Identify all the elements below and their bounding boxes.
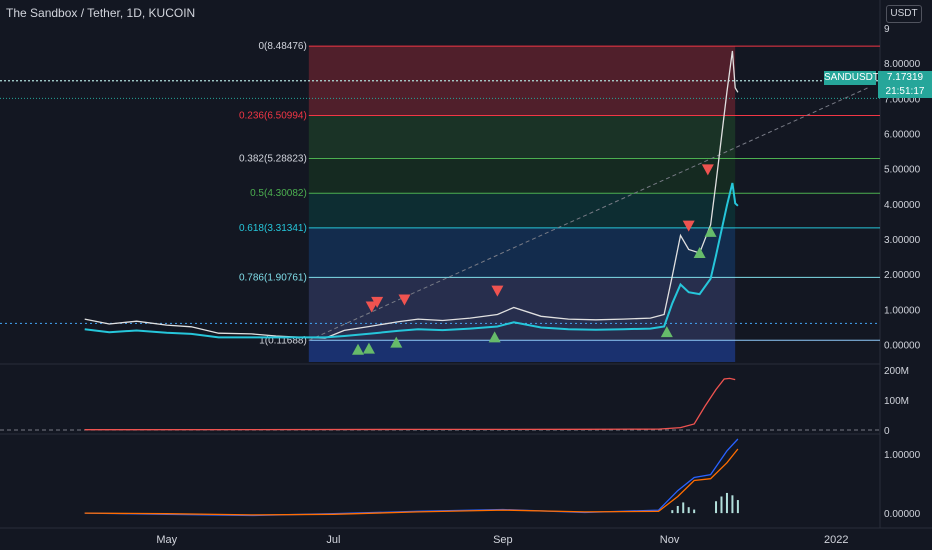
buy-signal bbox=[352, 343, 365, 355]
sell-signal bbox=[365, 301, 378, 313]
volume-series bbox=[84, 377, 736, 431]
price-series bbox=[84, 50, 739, 339]
signal-line bbox=[84, 448, 739, 516]
fib-level-label: 0.618(3.31341) bbox=[239, 223, 307, 234]
fib-trendline bbox=[308, 87, 869, 341]
fib-level-label: 0.5(4.30082) bbox=[250, 188, 307, 199]
buy-signal bbox=[362, 342, 375, 354]
sell-signal bbox=[371, 296, 384, 308]
time-axis-tick: Sep bbox=[493, 534, 513, 546]
chart-title: The Sandbox / Tether, 1D, KUCOIN bbox=[6, 6, 196, 20]
buy-signal bbox=[488, 331, 501, 343]
time-axis-tick: 2022 bbox=[824, 534, 848, 546]
macd-histogram-bar bbox=[736, 500, 739, 514]
macd-axis-tick: 1.00000 bbox=[884, 450, 921, 461]
buy-signal bbox=[390, 336, 403, 348]
price-tag-value: 7.17319 bbox=[878, 71, 932, 85]
price-axis-tick: 4.00000 bbox=[884, 200, 921, 211]
time-axis-tick: Nov bbox=[660, 534, 680, 546]
buy-signal bbox=[693, 247, 706, 259]
macd-axis-tick: 0.00000 bbox=[884, 509, 921, 520]
price-tag-symbol: SANDUSDT bbox=[824, 71, 880, 85]
fib-level-label: 0.236(6.50994) bbox=[239, 111, 307, 122]
sell-signal bbox=[701, 164, 714, 176]
macd-line bbox=[84, 438, 739, 517]
macd-histogram-bar bbox=[715, 501, 718, 514]
price-axis-tick: 7.00000 bbox=[884, 94, 921, 105]
macd-histogram-bar bbox=[682, 502, 685, 514]
fib-level-label: 0(8.48476) bbox=[258, 41, 306, 52]
price-axis-tick: 3.00000 bbox=[884, 235, 921, 246]
currency-selector[interactable]: USDT bbox=[886, 5, 922, 23]
volume-axis-tick: 0 bbox=[884, 426, 890, 437]
fib-zone bbox=[308, 277, 736, 341]
macd-histogram-bar bbox=[725, 492, 728, 514]
fib-zone bbox=[308, 193, 736, 228]
price-axis-tick: 1.00000 bbox=[884, 305, 921, 316]
buy-signal bbox=[704, 225, 717, 237]
price-tag-countdown: 21:51:17 bbox=[878, 85, 932, 98]
buy-signal bbox=[660, 326, 673, 338]
fib-level-label: 1(0.11688) bbox=[259, 335, 307, 346]
macd-histogram-bar bbox=[671, 510, 674, 514]
price-axis-tick: 8.00000 bbox=[884, 59, 921, 70]
sell-signal bbox=[491, 285, 504, 297]
time-axis-tick: Jul bbox=[326, 534, 340, 546]
price-axis-tick: 6.00000 bbox=[884, 129, 921, 140]
price-axis-tick: 2.00000 bbox=[884, 270, 921, 281]
price-axis-tick: 0.00000 bbox=[884, 340, 921, 351]
macd-histogram-bar bbox=[676, 505, 679, 514]
volume-axis-tick: 100M bbox=[884, 396, 909, 407]
macd-histogram-bar bbox=[693, 509, 696, 514]
fib-zone bbox=[308, 158, 736, 194]
fib-level-label: 0.382(5.28823) bbox=[239, 153, 307, 164]
time-axis-tick: May bbox=[156, 534, 177, 546]
fib-zone bbox=[308, 115, 736, 159]
sell-signal bbox=[682, 220, 695, 232]
sell-signal bbox=[398, 294, 411, 306]
moving-average bbox=[84, 182, 739, 339]
macd-histogram-bar bbox=[687, 507, 690, 514]
price-axis-tick: 5.00000 bbox=[884, 165, 921, 176]
macd-histogram-bar bbox=[731, 495, 734, 514]
fib-zone bbox=[308, 227, 736, 278]
fib-zone bbox=[308, 340, 736, 362]
macd-histogram-bar bbox=[720, 496, 723, 514]
volume-axis-tick: 200M bbox=[884, 366, 909, 377]
price-axis-tick: 9 bbox=[884, 24, 890, 35]
fib-level-label: 0.786(1.90761) bbox=[239, 272, 307, 283]
